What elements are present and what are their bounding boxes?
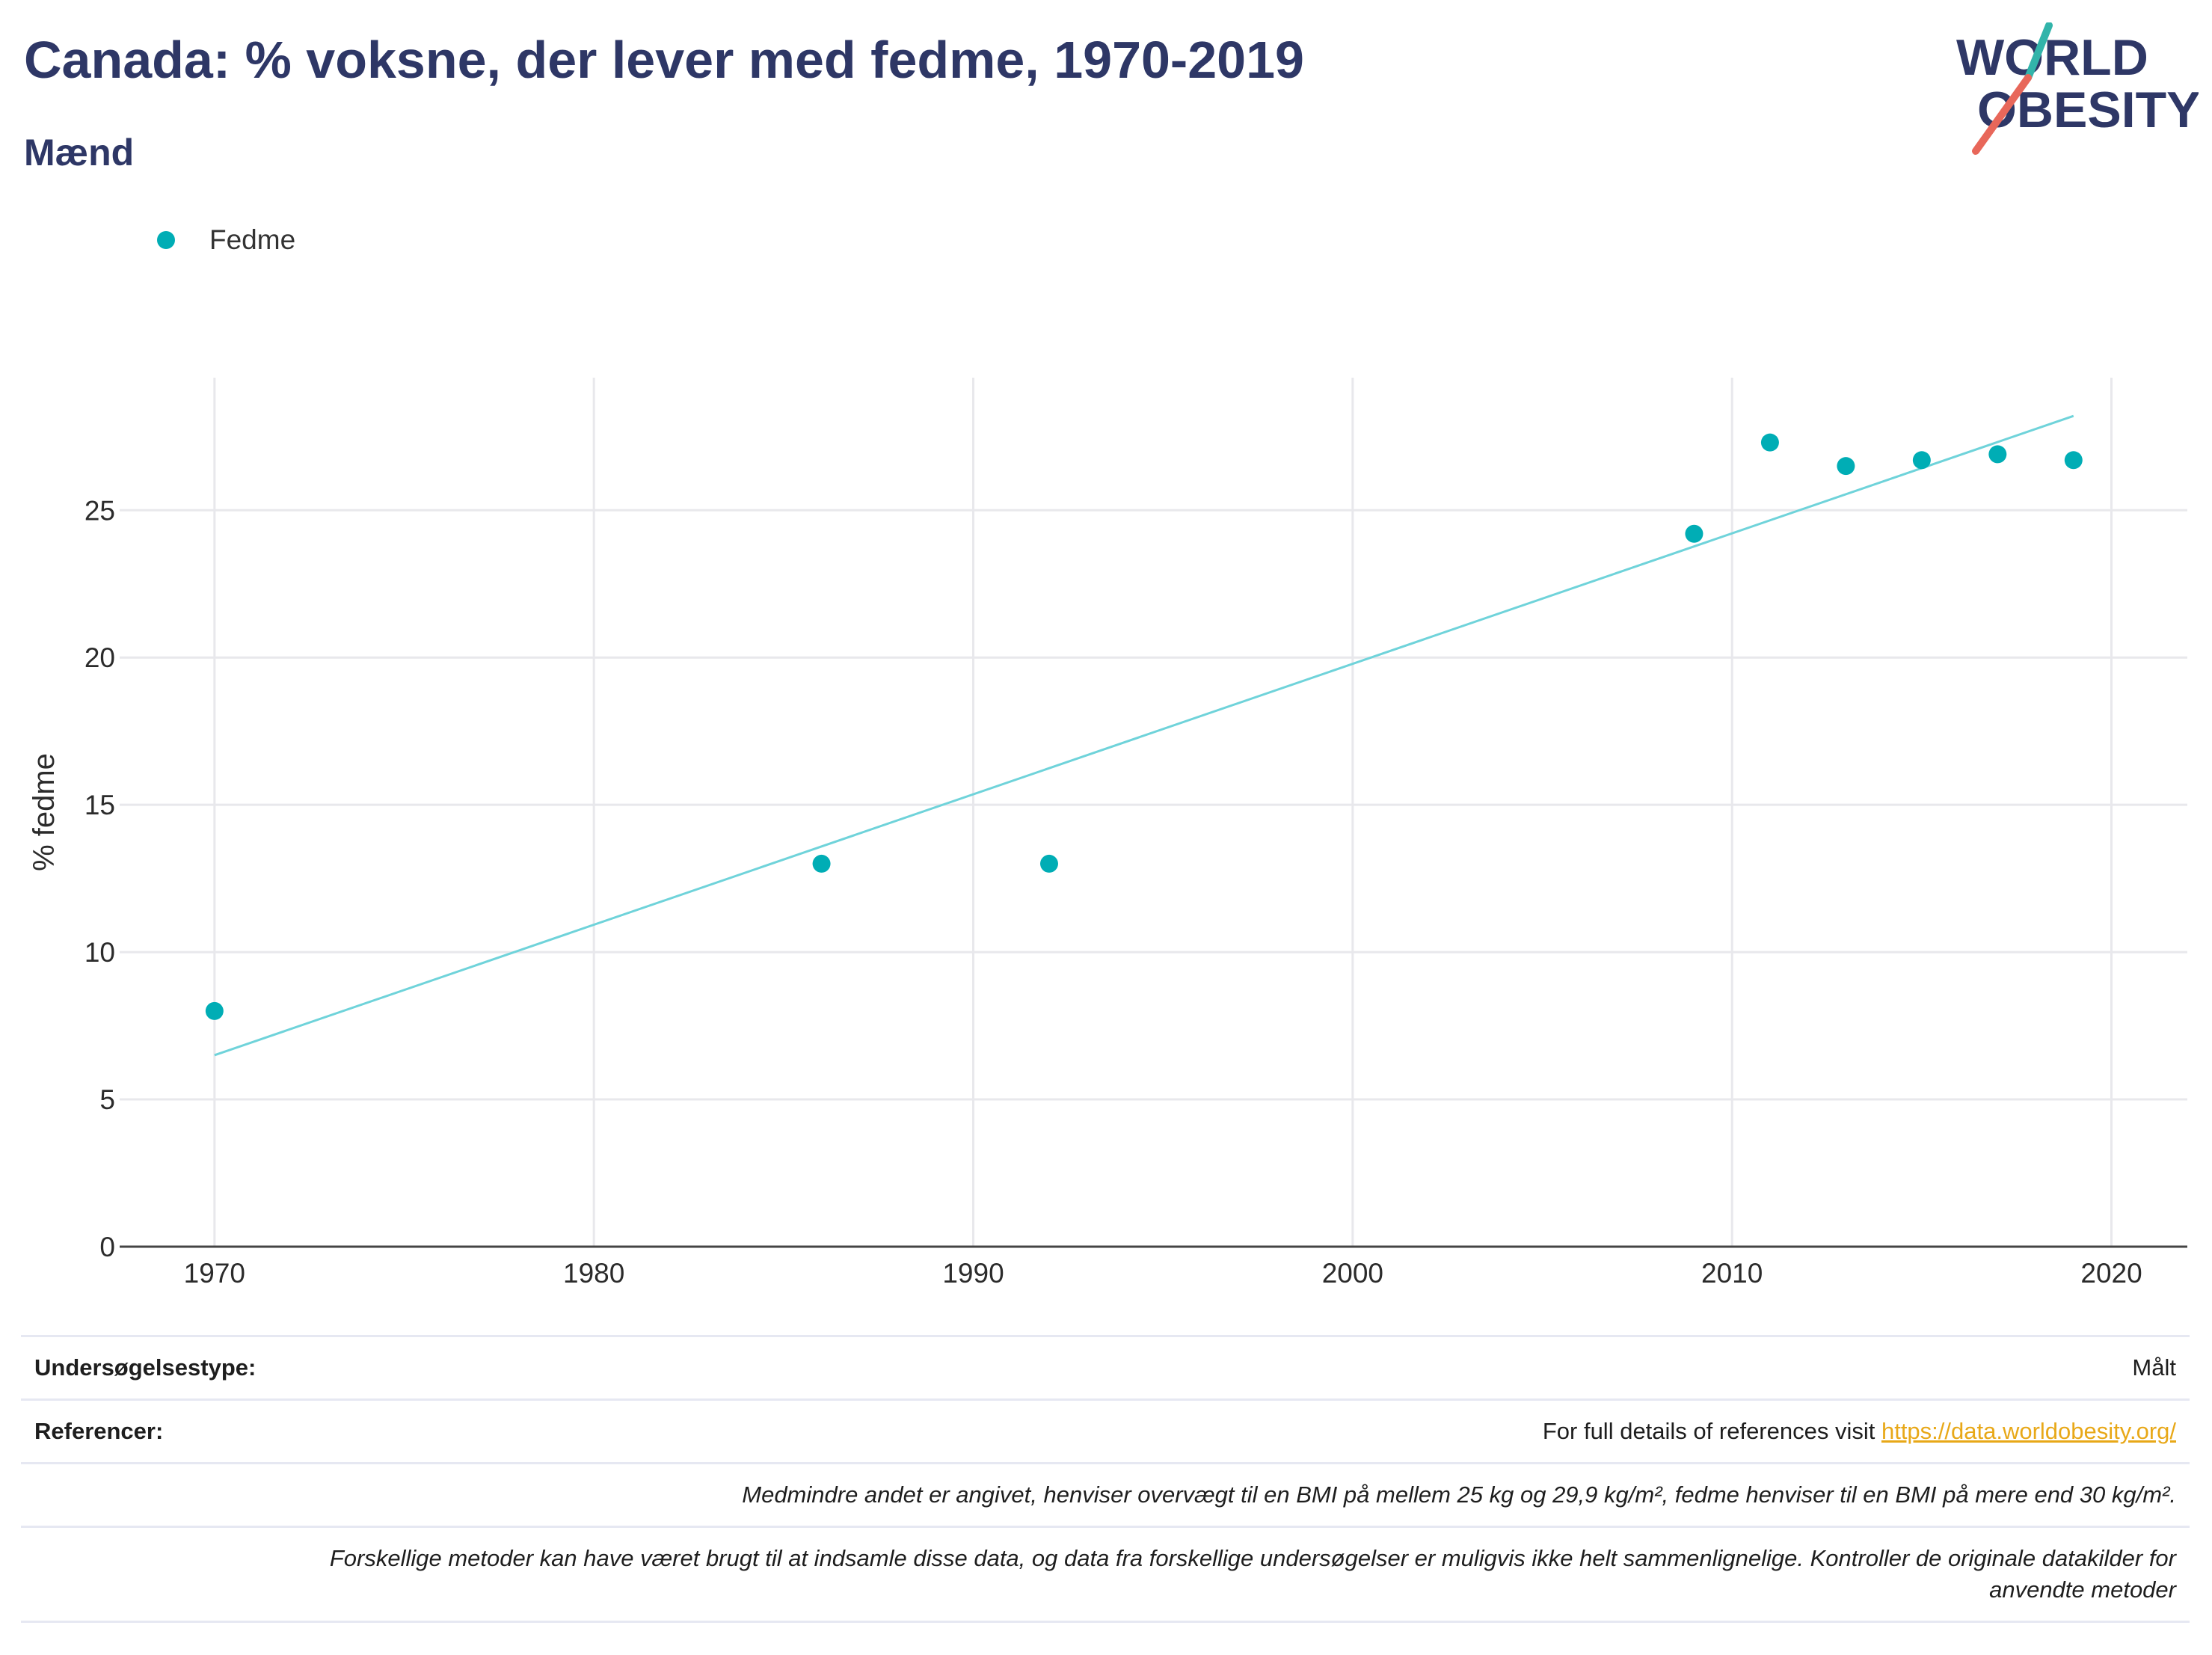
data-point [2064,451,2083,470]
data-point [1912,451,1931,470]
trend-line [214,414,2074,1057]
survey-type-label: Undersøgelsestype: [34,1354,256,1381]
y-tick-label: 20 [85,642,115,673]
y-tick-label: 25 [85,495,115,526]
chart-title: Canada: % voksne, der lever med fedme, 1… [24,31,1304,89]
legend-marker-fedme [157,231,175,249]
methods-note: Forskellige metoder kan have været brugt… [330,1543,2176,1606]
bmi-definition-note: Medmindre andet er angivet, henviser ove… [742,1481,2176,1508]
footer-row-survey-type: Undersøgelsestype: Målt [21,1335,2190,1398]
x-tick-label: 1970 [184,1258,245,1289]
references-text: For full details of references visit [1542,1418,1881,1444]
data-point [1837,457,1855,476]
scatter-chart: 1970 1980 1990 2000 2010 2020 0 5 10 15 20 25 % fedm… [28,378,2187,1289]
footer-row-bmi-note: Medmindre andet er angivet, henviser ove… [21,1462,2190,1526]
survey-type-value: Målt [2132,1354,2176,1381]
chart-footer: Undersøgelsestype: Målt Referencer: For … [21,1335,2190,1623]
references-label: Referencer: [34,1418,164,1444]
methods-note-line-2: anvendte metoder [1989,1576,2176,1603]
data-point [1039,854,1058,873]
x-tick-label: 2000 [1322,1258,1383,1289]
data-point [812,854,831,873]
chart-legend: Fedme [157,224,295,256]
methods-note-line-1: Forskellige metoder kan have været brugt… [329,1545,2176,1571]
y-tick-label: 15 [85,790,115,820]
footer-row-methods-note: Forskellige metoder kan have været brugt… [21,1526,2190,1623]
data-point [1760,433,1779,452]
logo-slash-teal [2024,22,2053,82]
logo-word-world: WORLD [1956,29,2148,86]
chart-subtitle: Mænd [24,132,135,174]
x-tick-label: 1980 [563,1258,624,1289]
y-tick-label: 10 [85,937,115,968]
footer-row-references: Referencer: For full details of referenc… [21,1398,2190,1462]
x-tick-label: 1990 [942,1258,1004,1289]
y-tick-label: 5 [99,1084,115,1115]
y-axis-title: % fedme [28,753,61,871]
logo-slash-red [1972,74,2032,155]
data-point [205,1001,224,1020]
data-point [1685,524,1703,543]
y-tick-label: 0 [99,1232,115,1262]
references-value: For full details of references visit htt… [1543,1418,2176,1445]
references-link[interactable]: https://data.worldobesity.org/ [1881,1418,2176,1444]
x-tick-label: 2010 [1701,1258,1763,1289]
legend-label-fedme: Fedme [209,224,296,255]
x-tick-label: 2020 [2080,1258,2142,1289]
world-obesity-logo: WORLD OBESITY [1956,22,2199,155]
data-point [1988,445,2007,464]
